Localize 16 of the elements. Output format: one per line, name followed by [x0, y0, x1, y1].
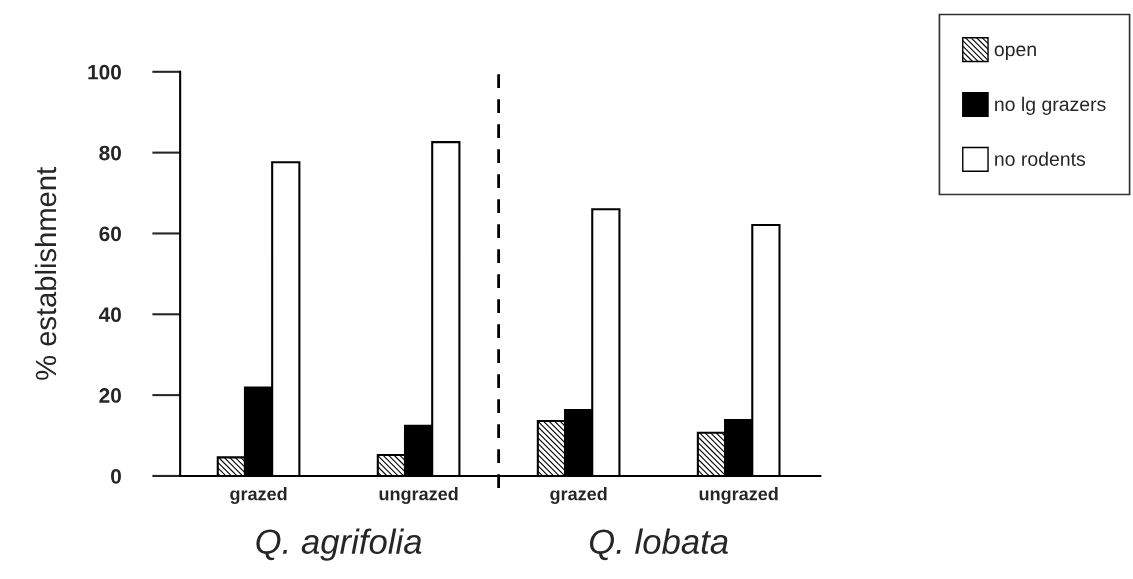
- text: Q. lobata: [589, 528, 728, 561]
- x-tick-label: grazed: [230, 487, 287, 504]
- legend-label: no lg grazers: [995, 96, 1106, 115]
- y-axis-title: % establishment: [34, 167, 57, 380]
- y-tick-label: 60: [99, 226, 121, 242]
- text: Q. agrifolia: [256, 528, 422, 561]
- y-tick-label: 20: [99, 388, 121, 403]
- y-tick-label: 40: [98, 307, 121, 323]
- y-tick-label: 100: [88, 64, 121, 80]
- legend-label: no rodents: [995, 151, 1086, 166]
- x-tick-label: grazed: [550, 487, 607, 504]
- y-tick-label: 0: [111, 468, 121, 484]
- x-tick-label: ungrazed: [699, 487, 778, 504]
- y-tick-label: 80: [99, 145, 121, 161]
- x-tick-label: ungrazed: [379, 487, 458, 504]
- legend-label: open: [994, 45, 1036, 61]
